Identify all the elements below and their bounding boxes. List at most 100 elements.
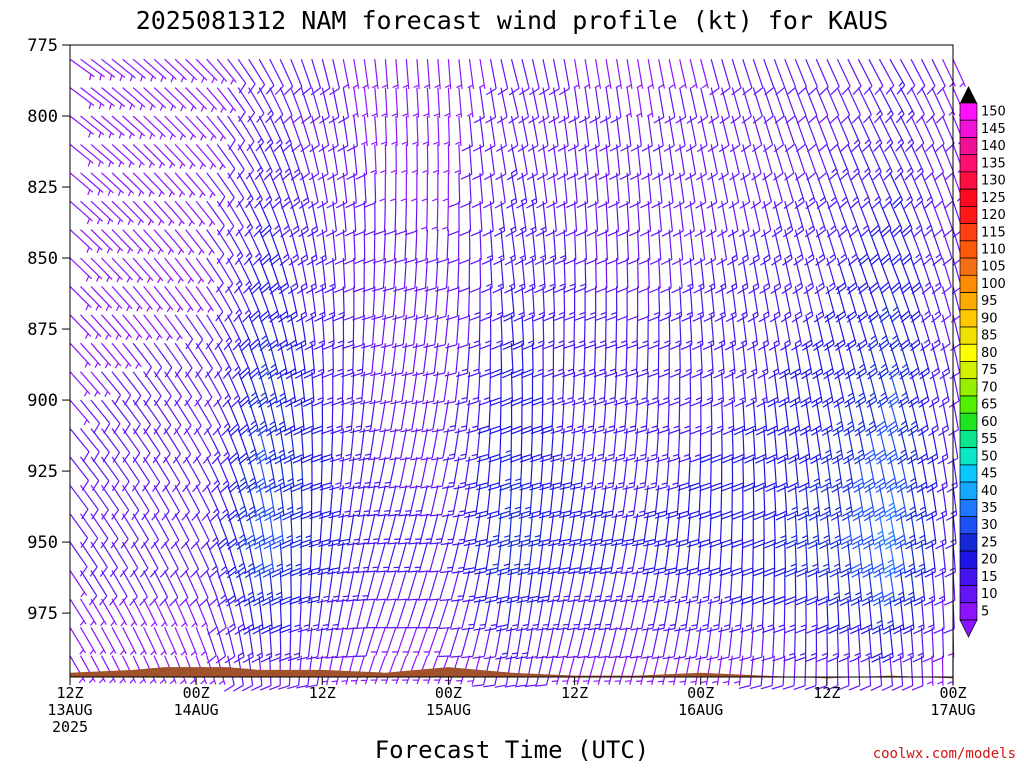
wind-barb [122, 257, 144, 283]
wind-barb [480, 286, 492, 322]
wind-barb [630, 115, 642, 152]
wind-barb [132, 58, 157, 82]
wind-barb [787, 428, 800, 465]
wind-barb [538, 59, 550, 96]
wind-barb [247, 371, 260, 408]
wind-barb [325, 229, 337, 266]
wind-barb [80, 513, 99, 549]
wind-barb [483, 172, 495, 209]
wind-barb [457, 286, 471, 321]
wind-barb [815, 115, 828, 153]
wind-barb [174, 598, 188, 628]
wind-barb [174, 371, 193, 407]
wind-barb [739, 172, 751, 209]
x-tick-label: 15AUG [426, 701, 471, 719]
wind-barb [929, 343, 941, 380]
wind-barb [599, 541, 618, 575]
wind-barb [568, 513, 586, 547]
wind-barb [751, 144, 762, 181]
wind-barb [920, 314, 931, 352]
wind-barb [101, 484, 119, 520]
wind-barb [143, 399, 162, 435]
wind-barb [422, 115, 430, 147]
wind-barb [930, 286, 942, 323]
wind-barb [944, 542, 956, 578]
wind-barb [941, 115, 955, 153]
wind-barb [80, 399, 101, 434]
wind-barb [885, 428, 898, 465]
wind-barb [558, 87, 570, 124]
wind-barb [277, 286, 289, 323]
wind-barb [290, 87, 302, 124]
wind-barb [294, 314, 307, 351]
wind-barb [931, 58, 946, 96]
wind-barb [122, 314, 143, 341]
wind-barb [174, 314, 194, 350]
wind-barb [518, 59, 530, 96]
wind-barb [174, 513, 190, 550]
wind-barb [377, 485, 397, 517]
wind-barb [896, 428, 908, 465]
wind-barb [738, 655, 754, 689]
wind-barb [735, 343, 747, 379]
colorbar-label: 20 [981, 553, 998, 568]
wind-barb [507, 115, 519, 153]
wind-barb [741, 542, 754, 577]
wind-barb [122, 172, 145, 197]
wind-barb [693, 229, 706, 266]
wind-barb [534, 655, 555, 687]
wind-barb [195, 598, 209, 628]
wind-barb [397, 513, 418, 545]
wind-barb [248, 342, 260, 380]
wind-barb [658, 343, 670, 378]
wind-barb [237, 87, 256, 123]
wind-barb [848, 655, 861, 691]
wind-barb [683, 201, 695, 237]
wind-barb [940, 314, 951, 351]
wind-barb [164, 229, 185, 255]
wind-barb [402, 627, 418, 656]
colorbar-label: 55 [981, 432, 998, 447]
wind-barb [122, 456, 140, 492]
wind-barb [650, 201, 662, 237]
wind-barb [429, 513, 449, 545]
wind-barb [564, 257, 576, 293]
wind-barb [289, 201, 300, 238]
wind-barb [381, 59, 389, 90]
wind-barb [275, 343, 288, 380]
colorbar-label: 50 [981, 449, 998, 464]
wind-barb [195, 172, 216, 199]
wind-barb [69, 342, 91, 368]
wind-barb [483, 655, 502, 688]
wind-barb [884, 456, 898, 494]
wind-barb [788, 400, 801, 436]
wind-barb [914, 542, 926, 578]
wind-barb [577, 570, 597, 603]
wind-barb [899, 115, 915, 152]
wind-barb [851, 513, 864, 550]
wind-barb [322, 343, 334, 379]
wind-barb [380, 115, 388, 147]
wind-barb [442, 201, 449, 232]
wind-barb [836, 144, 850, 181]
wind-barb [122, 58, 146, 82]
wind-barb [90, 371, 111, 397]
wind-barb [90, 598, 107, 627]
wind-barb [506, 172, 518, 209]
wind-barb [536, 144, 548, 181]
wind-barb [381, 314, 397, 349]
wind-barb [661, 201, 673, 237]
wind-barb [357, 485, 376, 517]
wind-barb [122, 428, 141, 463]
wind-barb [401, 115, 409, 147]
wind-barb [392, 59, 399, 90]
wind-barb [307, 172, 319, 209]
wind-barb [248, 58, 266, 95]
wind-barb [785, 542, 797, 578]
wind-barb [669, 343, 681, 379]
wind-barb [773, 570, 786, 606]
wind-barb [132, 200, 155, 226]
wind-barb [370, 115, 378, 146]
wind-barb [581, 428, 597, 462]
wind-barb [566, 144, 579, 180]
